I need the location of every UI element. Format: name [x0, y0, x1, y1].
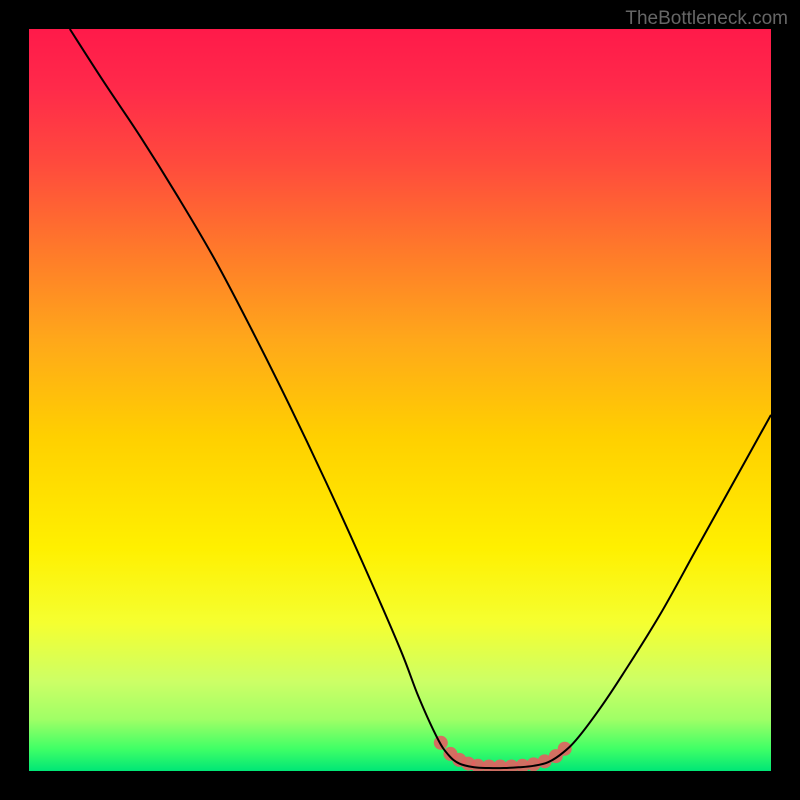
bottleneck-curve: [70, 29, 771, 768]
curve-layer: [29, 29, 771, 771]
watermark-text: TheBottleneck.com: [625, 8, 788, 30]
marker-dots: [434, 736, 572, 771]
plot-area: [29, 29, 771, 771]
marker-dot: [558, 742, 572, 756]
